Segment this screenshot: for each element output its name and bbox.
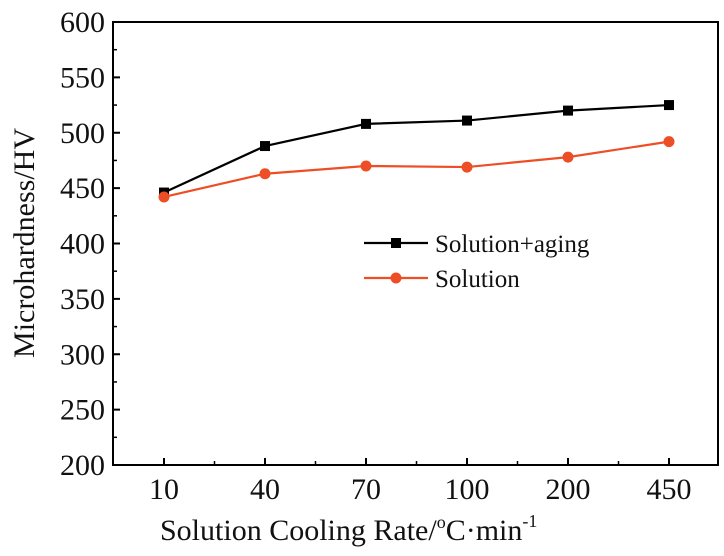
x-axis-title-degree: o — [437, 512, 446, 532]
data-point — [260, 141, 270, 152]
series-line — [163, 140, 670, 199]
x-axis-title-unit: C·min — [446, 514, 523, 547]
y-tick-label: 550 — [60, 61, 105, 94]
data-point — [563, 105, 573, 116]
legend-item: Solution+aging — [364, 231, 590, 258]
data-point — [361, 118, 371, 129]
legend-marker-circle-icon — [390, 272, 402, 284]
y-tick-label: 500 — [60, 117, 105, 150]
axes: 200 250 300 350 400 450 500 550 600 10 40 70 100 200 4… — [60, 6, 719, 506]
y-tick-label: 300 — [60, 338, 105, 371]
legend-label: Solution+aging — [435, 231, 590, 258]
y-tick-label: 200 — [60, 449, 105, 482]
data-point — [562, 151, 574, 163]
x-tick-label: 450 — [647, 473, 692, 506]
x-axis-title: Solution Cooling Rate/oC·min-1 — [160, 511, 537, 547]
data-point — [158, 191, 170, 203]
x-tick-label: 40 — [250, 473, 280, 506]
x-tick-label: 200 — [546, 473, 591, 506]
data-point — [462, 115, 472, 126]
series-line — [163, 103, 670, 194]
y-tick-label: 250 — [60, 394, 105, 427]
x-tick-label: 100 — [445, 473, 490, 506]
y-tick-label: 450 — [60, 172, 105, 205]
data-point — [360, 160, 372, 172]
series-solution-aging — [159, 100, 674, 198]
legend-label: Solution — [435, 266, 520, 293]
y-tick-label: 400 — [60, 228, 105, 261]
y-axis-title: Microhardness/HV — [8, 128, 41, 358]
legend: Solution+aging Solution — [364, 231, 590, 293]
data-point — [461, 161, 473, 173]
data-point — [663, 136, 675, 148]
x-tick-label: 70 — [351, 473, 381, 506]
legend-marker-square-icon — [391, 238, 401, 248]
series-solution — [158, 136, 675, 203]
data-point — [664, 100, 674, 111]
y-tick-label: 350 — [60, 283, 105, 316]
legend-item: Solution — [364, 266, 520, 293]
y-tick-label: 600 — [60, 6, 105, 39]
data-point — [259, 168, 271, 180]
x-axis-title-exponent: -1 — [522, 511, 537, 531]
series-layer — [158, 100, 675, 203]
x-tick-label: 10 — [149, 473, 179, 506]
x-axis-title-main: Solution Cooling Rate/ — [160, 514, 437, 547]
